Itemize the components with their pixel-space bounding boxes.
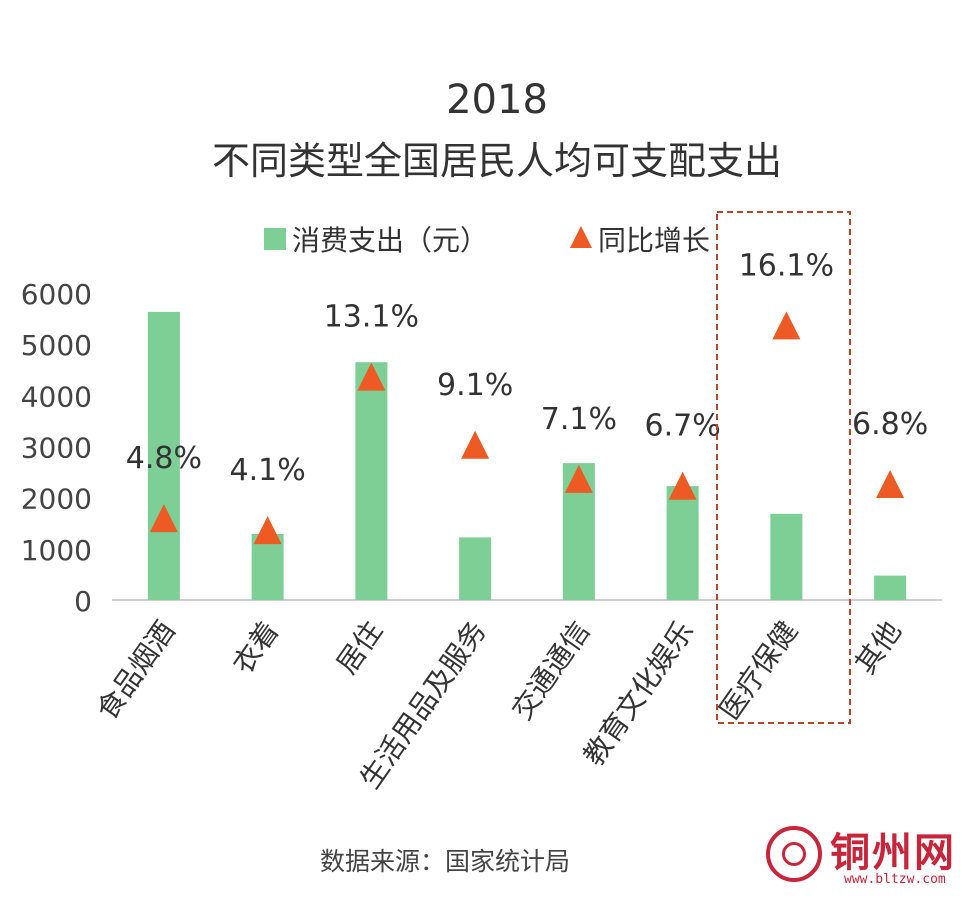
legend-triangle-swatch [570, 226, 592, 248]
x-tick-label: 食品烟酒 [90, 615, 181, 726]
growth-label: 7.1% [541, 402, 617, 437]
growth-labels: 4.8% 4.1% 13.1% 9.1% 7.1% 6.7% 16.1% 6.8% [126, 248, 928, 488]
growth-label: 6.7% [645, 409, 721, 444]
legend-bar-swatch [264, 228, 286, 250]
x-tick-label: 交通通信 [505, 615, 596, 726]
y-tick-label: 0 [74, 585, 92, 618]
growth-marker [149, 504, 178, 533]
x-tick-label: 居住 [330, 615, 389, 680]
chart-title: 2018 [446, 77, 548, 123]
highlight-box [716, 211, 851, 724]
growth-markers [149, 311, 905, 545]
y-tick-label: 3000 [21, 432, 92, 465]
x-tick-label: 医疗保健 [713, 615, 804, 726]
growth-marker [876, 470, 905, 499]
y-tick-label: 2000 [21, 483, 92, 516]
bar [874, 575, 907, 600]
bar [770, 513, 803, 600]
bar [666, 486, 699, 600]
growth-label: 4.1% [230, 453, 306, 488]
source-note: 数据来源：国家统计局 [319, 847, 570, 876]
chart-subtitle: 不同类型全国居民人均可支配支出 [212, 139, 782, 183]
bar [355, 362, 388, 600]
y-axis: 0 1000 2000 3000 4000 5000 6000 [21, 278, 92, 618]
growth-marker [668, 471, 697, 500]
growth-label: 13.1% [324, 300, 419, 335]
growth-label: 16.1% [739, 248, 834, 283]
growth-marker [357, 362, 386, 391]
growth-marker [253, 516, 282, 545]
growth-label: 4.8% [126, 441, 202, 476]
bars [147, 311, 907, 600]
y-tick-label: 6000 [21, 278, 92, 311]
x-tick-label: 其他 [849, 615, 908, 680]
legend-triangle-label: 同比增长 [598, 224, 710, 257]
x-tick-label: 教育文化娱乐 [577, 615, 700, 772]
y-tick-label: 1000 [21, 534, 92, 567]
growth-marker [772, 311, 801, 340]
logo-seal-icon [766, 826, 822, 882]
growth-label: 6.8% [852, 407, 928, 442]
y-tick-label: 4000 [21, 380, 92, 413]
site-logo: 铜州网 www.bltzw.com [760, 820, 960, 898]
growth-label: 9.1% [437, 368, 513, 403]
legend-bar-label: 消费支出（元） [292, 224, 488, 257]
bar [251, 534, 284, 600]
growth-marker [461, 430, 490, 459]
growth-marker [564, 464, 593, 493]
legend: 消费支出（元） 同比增长 [264, 224, 710, 257]
logo-name: 铜州网 [830, 829, 956, 876]
y-tick-label: 5000 [21, 329, 92, 362]
x-tick-label: 衣着 [226, 615, 285, 680]
bar [459, 537, 492, 600]
logo-url: www.bltzw.com [844, 872, 946, 887]
bar [147, 311, 180, 600]
